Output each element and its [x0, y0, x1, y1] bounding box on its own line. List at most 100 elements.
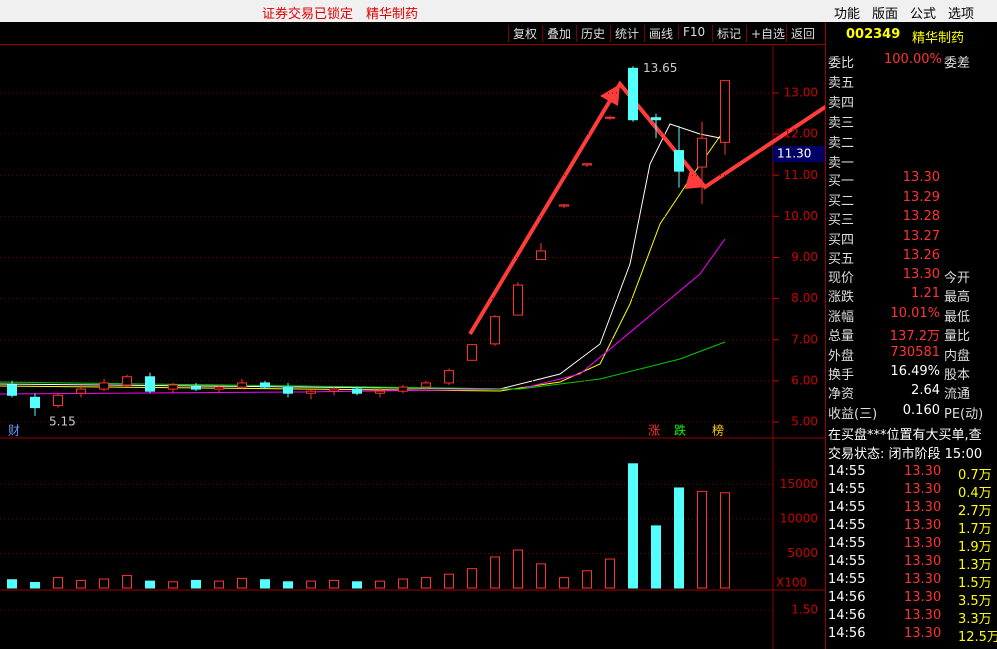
buy-price: 13.27 [902, 228, 940, 244]
menu-item[interactable]: 选项 [948, 7, 975, 22]
stat-label: 换手 [828, 368, 855, 383]
volume-bar [421, 577, 431, 589]
candle-body [674, 150, 684, 172]
buy-price: 13.30 [902, 170, 940, 185]
candle-body [283, 386, 293, 394]
volume-tick-label: 10000 [780, 512, 818, 526]
stat-label: 现价 [828, 271, 855, 286]
volume-bar [720, 492, 730, 589]
volume-bar [191, 579, 201, 589]
candle-body [720, 80, 730, 143]
trade-price: 13.30 [904, 626, 942, 641]
arrow-head [685, 170, 705, 189]
trade-price: 13.30 [904, 500, 942, 515]
menu-item[interactable]: 版面 [872, 7, 899, 22]
quote-panel: 002349 精华制药 委比 100.00% 委差 卖五 卖四 卖三 卖二 卖一 买一 13.30 买二… [825, 22, 997, 649]
candle-body [191, 386, 201, 390]
toolbar-button[interactable]: 叠加 [542, 25, 575, 42]
trade-price: 13.30 [904, 590, 942, 605]
stat-label: 涨跌 [828, 290, 855, 306]
toolbar-button[interactable]: 历史 [576, 25, 609, 42]
candle-body [76, 388, 86, 394]
stat-value: 2.64 [911, 383, 940, 399]
sell-level: 卖一 [828, 156, 855, 171]
trade-price: 13.30 [904, 518, 942, 533]
stat-value: 730581 [890, 344, 940, 360]
arrow-head [600, 84, 620, 106]
stat-label: 收益(三) [828, 406, 878, 422]
trade-volume: 12.5万 [958, 630, 997, 645]
candle-body [536, 250, 546, 261]
volume-bar [375, 580, 385, 589]
trade-volume: 1.9万 [958, 540, 992, 555]
candle-body [214, 386, 224, 390]
sell-level: 卖四 [828, 96, 855, 111]
candle-body [53, 394, 63, 407]
toolbar-button[interactable]: 画线 [644, 25, 677, 42]
toolbar: 复权 叠加 历史 统计 画线 F10 标记 +自选 返回 [0, 22, 825, 45]
trade-time: 14:55 [828, 554, 866, 569]
toolbar-button[interactable]: F10 [678, 25, 709, 39]
volume-bar [605, 558, 615, 589]
price-tick-label: 12.00 [784, 127, 818, 141]
buy-level: 买二 [828, 193, 855, 209]
diff-label: 委差 [944, 56, 971, 71]
stat-label: PE(动) [944, 406, 984, 422]
buy-level: 买一 [828, 174, 855, 189]
trade-time: 14:55 [828, 500, 866, 515]
menu-item[interactable]: 功能 [834, 7, 861, 22]
candle-body [605, 116, 615, 119]
stat-label: 涨幅 [828, 309, 855, 325]
trade-status: 交易状态: 闭市阶段 15:00 [828, 447, 983, 462]
ma60 [0, 341, 726, 390]
candle-body [237, 382, 247, 388]
stat-label: 量比 [944, 329, 971, 345]
price-tick-label: 11.00 [784, 168, 818, 182]
marker: 财 [8, 424, 20, 438]
price-tick-label: 5.00 [791, 415, 818, 429]
trade-volume: 0.4万 [958, 486, 992, 501]
candle-body [559, 204, 569, 207]
volume-bar [214, 580, 224, 589]
volume-bar [168, 581, 178, 589]
trade-time: 14:56 [828, 626, 866, 641]
stat-value: 13.30 [902, 267, 940, 282]
candle-body [490, 316, 500, 345]
marker: 涨 [648, 423, 660, 438]
stat-label: 净资 [828, 387, 855, 403]
candle-body [398, 386, 408, 392]
stat-label: 外盘 [828, 348, 855, 364]
stat-label: 今开 [944, 271, 971, 286]
toolbar-button[interactable]: 统计 [610, 25, 643, 42]
candle-body [329, 388, 339, 392]
volume-bar [582, 570, 592, 589]
stat-label: 总量 [828, 329, 855, 345]
price-tick-label: 6.00 [791, 373, 818, 387]
trade-price: 13.30 [904, 536, 942, 551]
toolbar-button[interactable]: 返回 [786, 25, 819, 42]
toolbar-button[interactable]: +自选 [746, 25, 789, 42]
candle-body [30, 396, 40, 409]
trade-price: 13.30 [904, 464, 942, 479]
volume-bar [398, 578, 408, 589]
toolbar-button[interactable]: 复权 [508, 25, 541, 42]
price-tick-label: 13.00 [784, 86, 818, 100]
stat-value: 10.01% [890, 305, 940, 321]
volume-bar [76, 579, 86, 589]
ma20 [0, 238, 726, 395]
buy-price: 13.28 [902, 209, 940, 225]
ratio-label: 委比 [828, 56, 855, 71]
volume-bar [444, 573, 454, 589]
stock-name: 精华制药 [366, 7, 419, 22]
candle-body [375, 390, 385, 394]
sell-level: 卖三 [828, 116, 855, 131]
stat-value: 1.21 [911, 286, 940, 302]
stock-name: 精华制药 [912, 31, 965, 46]
volume-unit: X100 [776, 576, 807, 590]
trade-volume: 1.5万 [958, 576, 992, 591]
menu-item[interactable]: 公式 [910, 7, 937, 22]
buy-price: 13.29 [902, 189, 940, 205]
trade-price: 13.30 [904, 554, 942, 569]
toolbar-button[interactable]: 标记 [712, 25, 745, 42]
